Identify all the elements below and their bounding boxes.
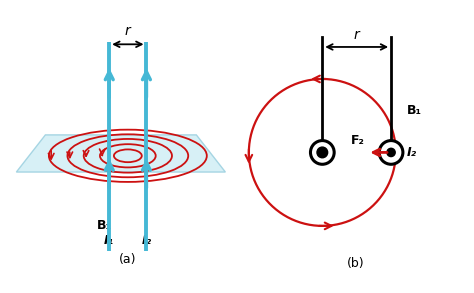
Circle shape [317,147,328,158]
Text: (b): (b) [346,257,365,270]
Circle shape [310,141,334,164]
Text: (a): (a) [119,253,137,266]
Text: I₂: I₂ [406,146,417,159]
Text: I₂: I₂ [141,234,152,247]
Circle shape [387,148,395,156]
Text: r: r [354,28,360,42]
Text: I₁: I₁ [104,234,114,247]
Text: B₁: B₁ [406,104,421,117]
Text: r: r [125,25,131,38]
Circle shape [379,141,403,164]
Polygon shape [16,135,226,172]
Text: F₂: F₂ [351,134,365,146]
Text: B₁: B₁ [97,219,112,231]
